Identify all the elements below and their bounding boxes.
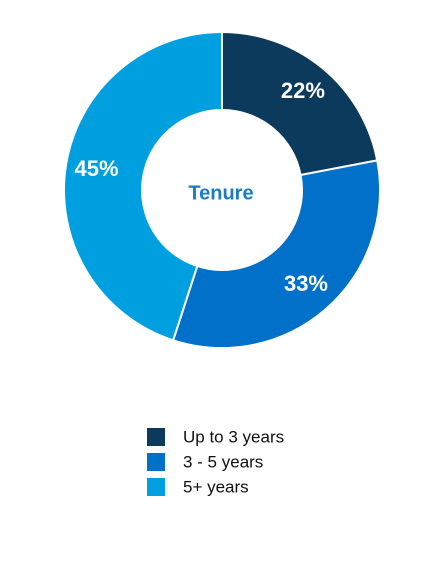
data-label: 22% [281, 78, 325, 103]
donut-segment [63, 30, 223, 342]
donut-segment [221, 30, 379, 177]
data-label: 33% [284, 271, 328, 296]
legend-label: 3 - 5 years [183, 452, 263, 471]
legend-swatch [147, 478, 165, 496]
chart-title: Tenure [188, 182, 253, 204]
donut-segment [171, 159, 381, 349]
legend-label: Up to 3 years [183, 427, 284, 446]
donut: 22% 33% 45% Up to 3 years 3 - 5 years 5+ year… [63, 30, 381, 496]
legend-label: 5+ years [183, 477, 249, 496]
data-label: 45% [75, 156, 119, 181]
legend-swatch [147, 453, 165, 471]
legend-swatch [147, 428, 165, 446]
